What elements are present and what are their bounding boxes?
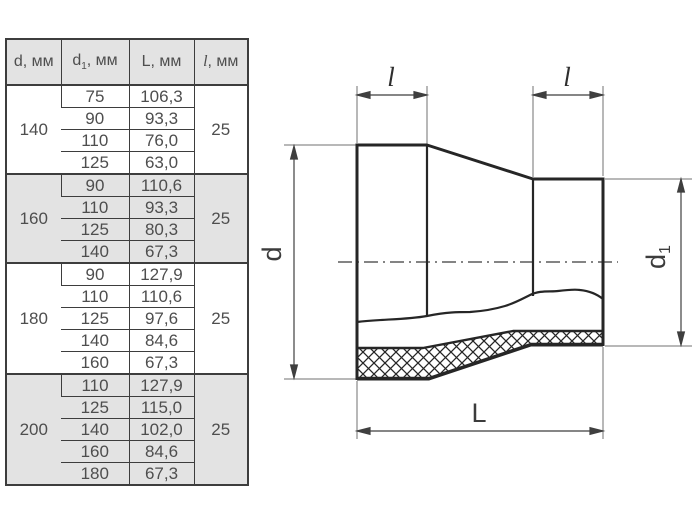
dimensions-table: d, мм d1, мм L, мм l, мм 140 75 106,3 25 90 93,3… bbox=[5, 38, 249, 486]
header-col-0: d, мм bbox=[6, 39, 61, 86]
label-l-left: l bbox=[387, 62, 395, 92]
cell-L: 67,3 bbox=[128, 351, 194, 374]
header-row: d, мм d1, мм L, мм l, мм bbox=[6, 39, 248, 86]
cell-d1: 125 bbox=[61, 218, 129, 241]
table-row: 160 67,3 bbox=[6, 351, 248, 374]
arrowhead bbox=[676, 331, 686, 348]
table-row: 125 63,0 bbox=[6, 151, 248, 174]
table-header: d, мм d1, мм L, мм l, мм bbox=[6, 39, 248, 86]
header-col-3: l, мм bbox=[193, 39, 248, 86]
cell-l: 25 bbox=[193, 173, 248, 263]
table-row: 140 102,0 bbox=[6, 418, 248, 441]
cell-d1: 110 bbox=[60, 373, 129, 397]
table-row: 140 84,6 bbox=[6, 329, 248, 352]
cell-d1: 125 bbox=[61, 151, 129, 174]
table-row: 160 84,6 bbox=[6, 440, 248, 463]
top-outline bbox=[357, 143, 603, 181]
cell-d1: 140 bbox=[61, 418, 129, 441]
cell-L: 110,6 bbox=[128, 285, 194, 308]
cell-d1: 110 bbox=[61, 285, 129, 308]
cell-L: 127,9 bbox=[128, 373, 194, 397]
cell-d1: 160 bbox=[61, 440, 129, 463]
cell-d1: 110 bbox=[61, 129, 129, 152]
header-col-2: L, мм bbox=[128, 39, 194, 86]
table-row: 110 110,6 bbox=[6, 285, 248, 308]
cell-d1: 180 bbox=[61, 462, 129, 485]
cell-d1: 160 bbox=[61, 351, 129, 374]
cell-L: 97,6 bbox=[128, 307, 194, 330]
table-row: 125 80,3 bbox=[6, 218, 248, 241]
arrowhead bbox=[589, 90, 606, 100]
arrowhead bbox=[289, 143, 299, 160]
table-row: 90 93,3 bbox=[6, 107, 248, 130]
arrowhead bbox=[354, 426, 371, 436]
cell-L: 84,6 bbox=[128, 329, 194, 352]
cell-d: 180 bbox=[6, 262, 61, 374]
cell-d1: 90 bbox=[60, 262, 129, 286]
cell-l: 25 bbox=[193, 373, 248, 485]
cell-d1: 75 bbox=[60, 84, 129, 108]
arrowhead bbox=[289, 364, 299, 381]
cell-d1: 125 bbox=[61, 307, 129, 330]
dimension-lines bbox=[289, 90, 686, 436]
cell-L: 93,3 bbox=[128, 107, 194, 130]
cell-d: 200 bbox=[6, 373, 61, 485]
reducer-body bbox=[355, 143, 605, 381]
table-row: 160 90 110,6 25 bbox=[6, 173, 248, 263]
arrowhead bbox=[676, 176, 686, 193]
label-l-right: l bbox=[563, 62, 571, 92]
table-row: 110 93,3 bbox=[6, 196, 248, 219]
cell-L: 67,3 bbox=[128, 462, 194, 485]
cell-d1: 140 bbox=[61, 240, 129, 263]
header-col-1: d1, мм bbox=[60, 39, 129, 86]
cell-d1: 110 bbox=[61, 196, 129, 219]
table-row: 125 97,6 bbox=[6, 307, 248, 330]
cell-L: 115,0 bbox=[128, 396, 194, 419]
cell-L: 106,3 bbox=[128, 84, 194, 108]
cell-L: 127,9 bbox=[128, 262, 194, 286]
cell-d1: 90 bbox=[60, 173, 129, 197]
arrowhead bbox=[354, 90, 371, 100]
cell-l: 25 bbox=[193, 84, 248, 174]
arrowhead bbox=[413, 90, 430, 100]
label-d1: d1 bbox=[641, 245, 674, 269]
extension-lines bbox=[284, 86, 692, 439]
table-row: 200 110 127,9 25 bbox=[6, 373, 248, 485]
label-d: d bbox=[257, 246, 287, 261]
cell-l: 25 bbox=[193, 262, 248, 374]
cell-L: 76,0 bbox=[128, 129, 194, 152]
cell-L: 80,3 bbox=[128, 218, 194, 241]
cell-L: 102,0 bbox=[128, 418, 194, 441]
table-row: 125 115,0 bbox=[6, 396, 248, 419]
cell-L: 110,6 bbox=[128, 173, 194, 197]
cell-L: 67,3 bbox=[128, 240, 194, 263]
table-row: 140 67,3 bbox=[6, 240, 248, 263]
cell-d1: 125 bbox=[61, 396, 129, 419]
table-row: 110 76,0 bbox=[6, 129, 248, 152]
cell-d1: 140 bbox=[61, 329, 129, 352]
label-L: L bbox=[471, 398, 486, 428]
table-body: 140 75 106,3 25 90 93,3 110 76,0 125 63,0 160 90 110… bbox=[6, 84, 248, 485]
cell-d: 140 bbox=[6, 84, 61, 174]
break-line bbox=[356, 288, 604, 324]
table-row: 140 75 106,3 25 bbox=[6, 84, 248, 174]
cell-d1: 90 bbox=[61, 107, 129, 130]
cell-L: 63,0 bbox=[128, 151, 194, 174]
table-row: 180 90 127,9 25 bbox=[6, 262, 248, 374]
arrowhead bbox=[589, 426, 606, 436]
wall-section-hatch bbox=[355, 329, 605, 380]
cell-L: 93,3 bbox=[128, 196, 194, 219]
arrowhead bbox=[530, 90, 547, 100]
table-row: 180 67,3 bbox=[6, 462, 248, 485]
cell-L: 84,6 bbox=[128, 440, 194, 463]
bottom-outline bbox=[357, 343, 603, 381]
cell-d: 160 bbox=[6, 173, 61, 263]
label-d1-sub: 1 bbox=[657, 245, 674, 254]
label-d1-main: d bbox=[641, 254, 671, 269]
